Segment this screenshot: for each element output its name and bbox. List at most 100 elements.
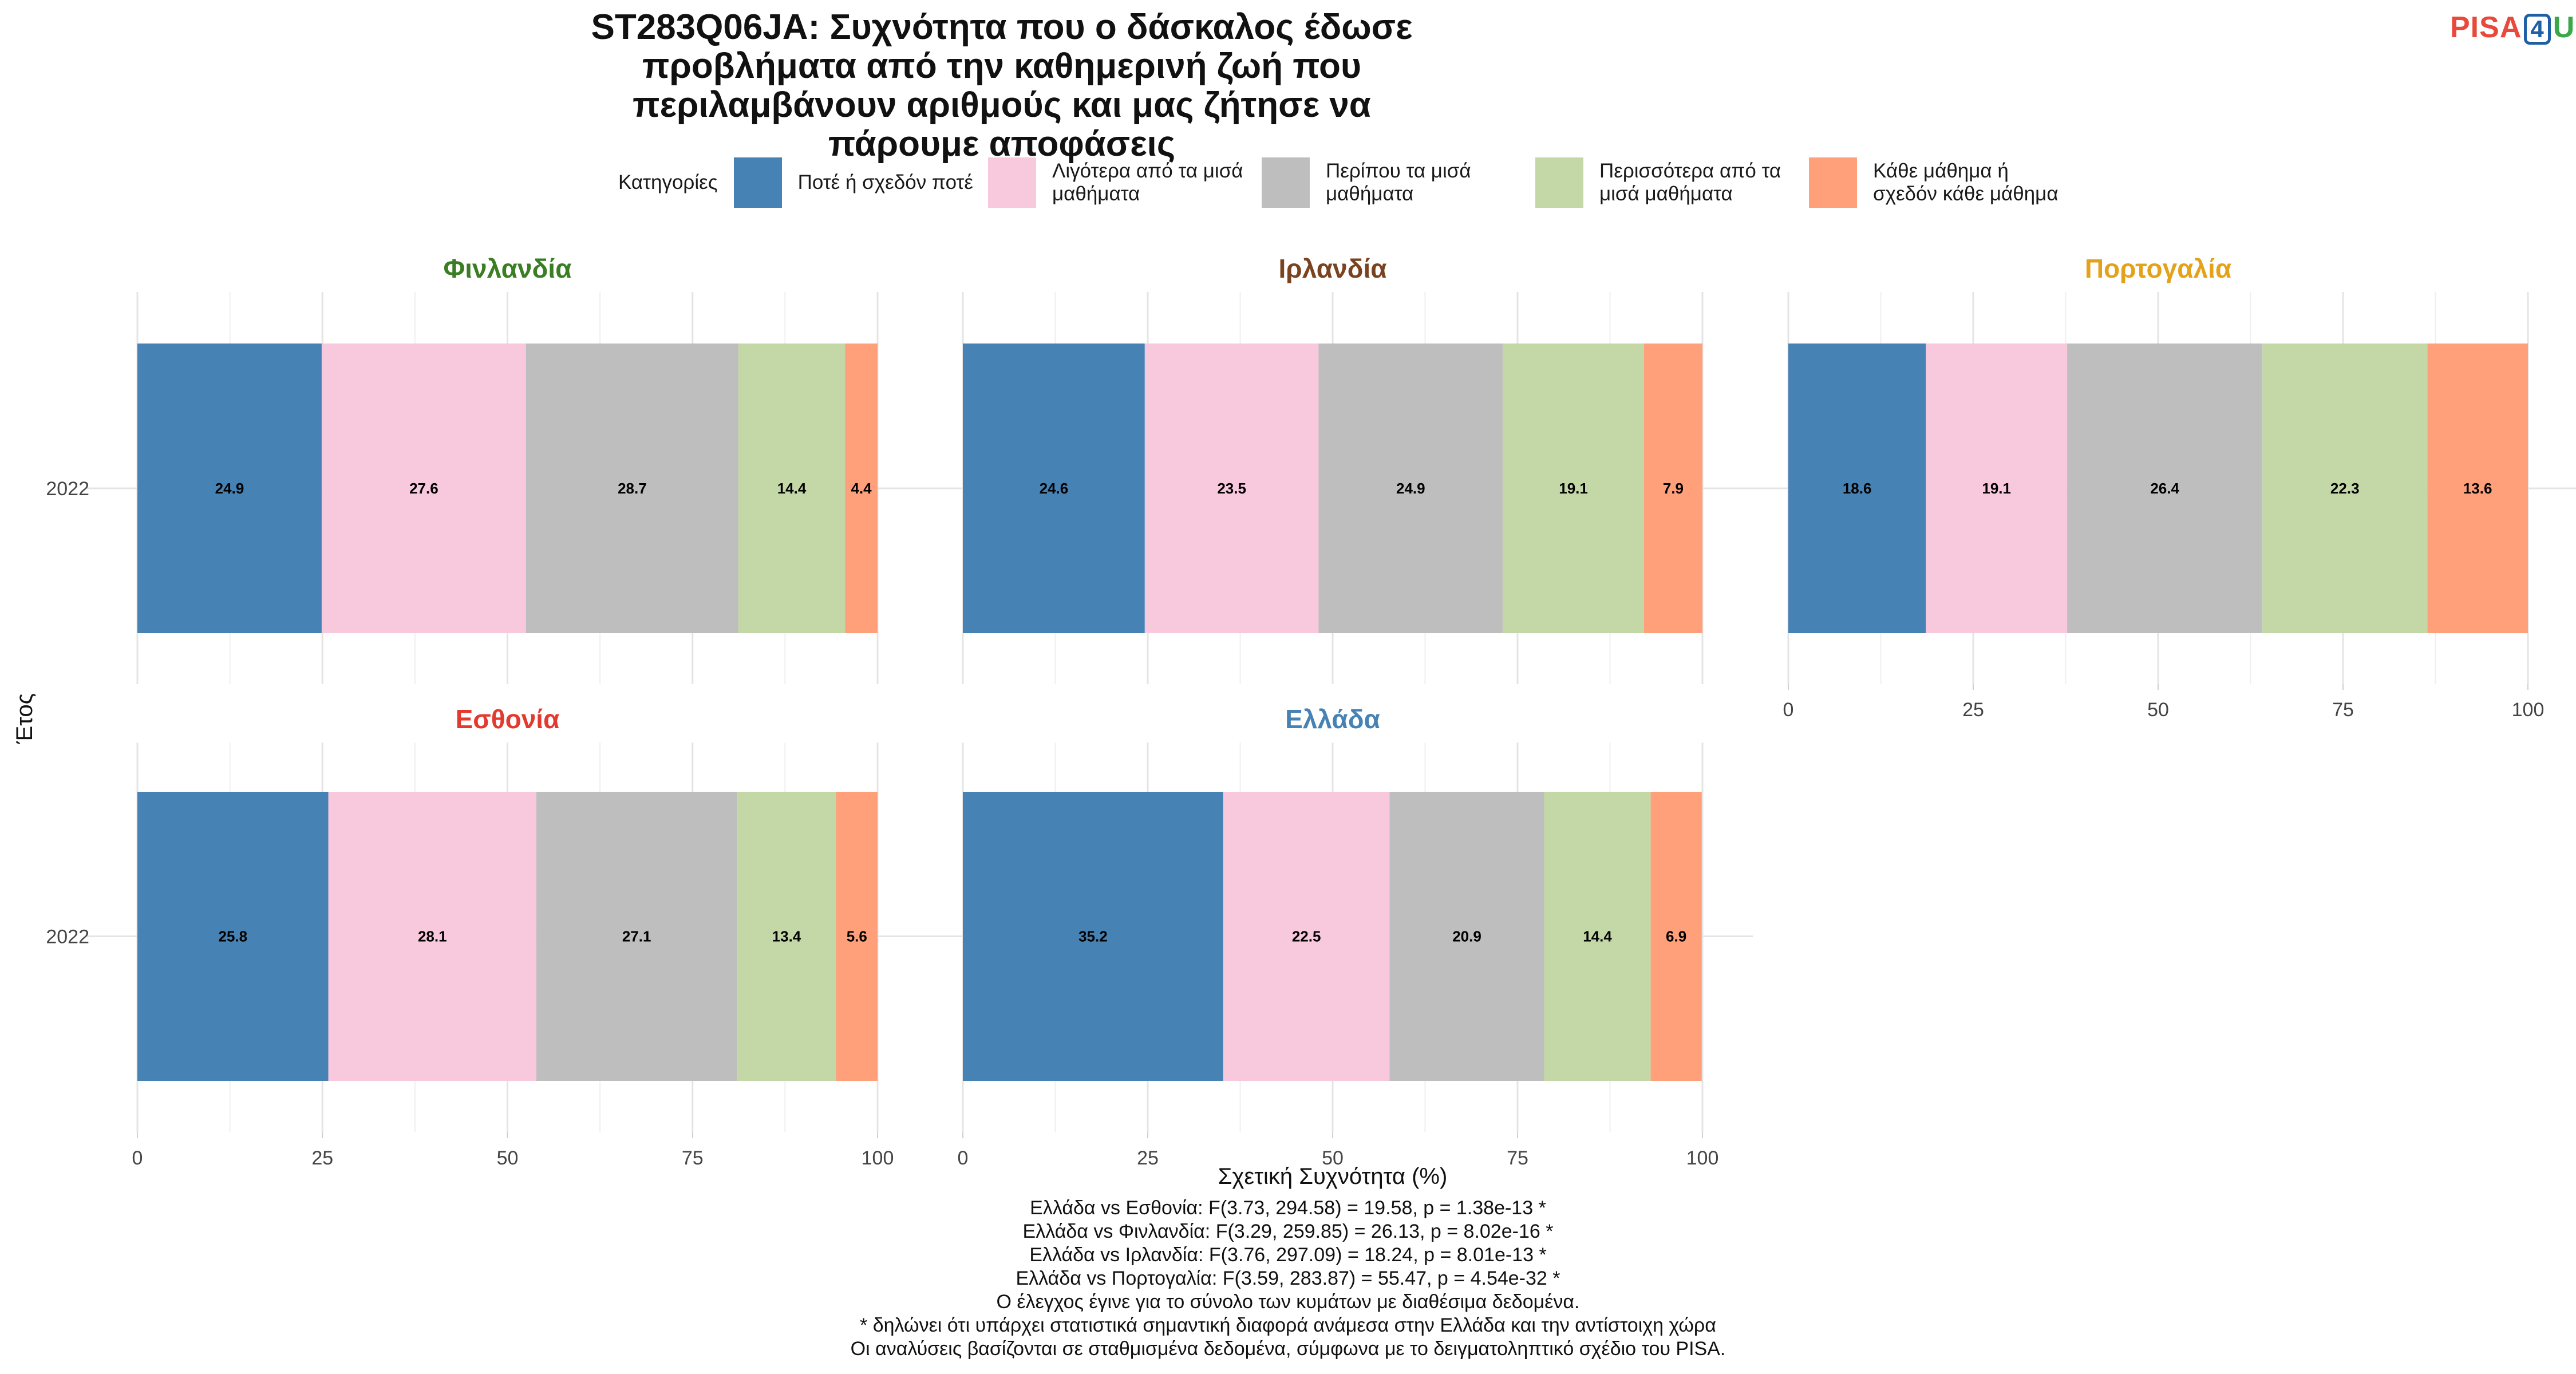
data-label: 13.4 (772, 928, 801, 945)
legend-swatch (987, 157, 1036, 208)
panel-3: Πορτογαλία 18.6 19.1 26.4 22.3 13.6 0 25 50 75 100 (1738, 254, 2576, 721)
legend-swatch (733, 157, 782, 208)
data-label: 20.9 (1452, 928, 1481, 945)
legend-label: Λιγότερα από τα μισά μαθήματα (1052, 160, 1243, 205)
x-tick-label: 50 (2147, 699, 2169, 721)
data-label: 24.6 (1040, 480, 1069, 497)
legend-label: Περισσότερα από τα μισά μαθήματα (1599, 160, 1781, 205)
panel-4: Εσθονία 25.8 28.1 27.1 13.4 5.6 2022 0 25 50 75 100 (46, 704, 928, 1169)
data-label: 24.9 (215, 480, 244, 497)
legend-swatch (1535, 157, 1583, 208)
data-label: 6.9 (1666, 928, 1686, 945)
legend-title: Κατηγορίες (618, 171, 718, 194)
bar-segment (737, 792, 836, 1081)
x-tick-label: 0 (132, 1147, 143, 1169)
legend: Κατηγορίες Ποτέ ή σχεδόν ποτέ Λιγότερα α… (618, 157, 2083, 208)
footnote-line: Ελλάδα vs Ιρλανδία: F(3.76, 297.09) = 18… (1029, 1244, 1547, 1266)
data-label: 4.4 (851, 480, 872, 497)
x-tick-label: 100 (862, 1147, 894, 1169)
bar-segment (845, 344, 878, 633)
bar-segment (2067, 344, 2263, 633)
data-label: 35.2 (1078, 928, 1108, 945)
legend-item-every-lesson: Κάθε μάθημα ή σχεδόν κάθε μάθημα (1808, 157, 2068, 208)
panel-5: Ελλάδα 35.2 22.5 20.9 14.4 6.9 0 25 50 75 100 (912, 704, 1753, 1169)
bar-segment (836, 792, 878, 1081)
panel-1: Φινλανδία 24.9 27.6 28.7 14.4 4.4 2022 (46, 254, 928, 684)
y-tick-label: 2022 (46, 926, 89, 948)
bar-segment (536, 792, 737, 1081)
x-tick-label: 75 (2332, 699, 2354, 721)
bar-segment (1503, 344, 1644, 633)
bar-segment (1643, 344, 1702, 633)
data-label: 27.6 (409, 480, 438, 497)
data-label: 5.6 (847, 928, 867, 945)
bar-segment (1788, 344, 1926, 633)
logo-pisa-text: PISA (2450, 11, 2522, 44)
pisa4u-logo: PISA 4 U (2450, 10, 2575, 45)
bar-segment (963, 344, 1145, 633)
x-axis-title: Σχετική Συχνότητα (%) (1218, 1164, 1448, 1189)
bar-segment (1223, 792, 1390, 1081)
bar-segment (328, 792, 536, 1081)
x-tick-label: 100 (1686, 1147, 1719, 1169)
legend-swatch (1261, 157, 1310, 208)
data-label: 28.7 (618, 480, 647, 497)
bar-segment (1389, 792, 1544, 1081)
data-label: 14.4 (1583, 928, 1612, 945)
panel-2: Ιρλανδία 24.6 23.5 24.9 19.1 7.9 (912, 254, 1753, 684)
data-label: 19.1 (1559, 480, 1588, 497)
data-label: 25.8 (218, 928, 247, 945)
data-label: 7.9 (1663, 480, 1684, 497)
y-tick-label: 2022 (46, 478, 89, 500)
bar-segment (1318, 344, 1503, 633)
x-tick-label: 50 (1322, 1147, 1344, 1169)
logo-u-text: U (2553, 11, 2575, 44)
data-label: 14.4 (777, 480, 807, 497)
footnote-line: Ελλάδα vs Εσθονία: F(3.73, 294.58) = 19.… (1030, 1197, 1546, 1219)
data-label: 18.6 (1843, 480, 1872, 497)
x-tick-label: 75 (682, 1147, 704, 1169)
bar-segment (963, 792, 1223, 1081)
legend-label: Περίπου τα μισά μαθήματα (1325, 160, 1471, 205)
bar-segment (1650, 792, 1702, 1081)
legend-item-less-than-half: Λιγότερα από τα μισά μαθήματα (987, 157, 1247, 208)
data-label: 28.1 (418, 928, 447, 945)
bar-segment (1926, 344, 2068, 633)
faceted-stacked-bar-chart: Φινλανδία 24.9 27.6 28.7 14.4 4.4 2022 Ιρλανδία… (12, 254, 2576, 1189)
legend-item-about-half: Περίπου τα μισά μαθήματα (1261, 157, 1520, 208)
footnotes: Ελλάδα vs Εσθονία: F(3.73, 294.58) = 19.… (687, 1197, 1889, 1361)
data-label: 19.1 (1982, 480, 2011, 497)
bar-segment (2262, 344, 2428, 633)
legend-item-more-than-half: Περισσότερα από τα μισά μαθήματα (1535, 157, 1794, 208)
data-label: 22.5 (1292, 928, 1321, 945)
x-tick-label: 25 (1137, 1147, 1159, 1169)
legend-label: Κάθε μάθημα ή σχεδόν κάθε μάθημα (1872, 160, 2059, 205)
x-tick-label: 0 (958, 1147, 969, 1169)
x-tick-label: 50 (497, 1147, 519, 1169)
x-tick-label: 25 (1962, 699, 1984, 721)
data-label: 22.3 (2330, 480, 2360, 497)
data-label: 26.4 (2150, 480, 2179, 497)
data-label: 27.1 (622, 928, 651, 945)
footnote-line: * δηλώνει ότι υπάρχει στατιστικά σημαντι… (860, 1314, 1716, 1336)
footnote-line: Οι αναλύσεις βασίζονται σε σταθμισμένα δ… (850, 1338, 1726, 1360)
panel-title: Ιρλανδία (1278, 254, 1386, 283)
data-label: 13.6 (2463, 480, 2492, 497)
bar-segment (526, 344, 738, 633)
panel-title: Φινλανδία (444, 254, 572, 283)
y-axis-title: Έτος (12, 693, 37, 744)
footnote-line: Ελλάδα vs Πορτογαλία: F(3.59, 283.87) = … (1016, 1268, 1560, 1289)
x-tick-label: 75 (1507, 1147, 1528, 1169)
footnote-line: Ο έλεγχος έγινε για το σύνολο των κυμάτω… (996, 1291, 1580, 1313)
bar-segment (137, 792, 329, 1081)
logo-four-text: 4 (2524, 14, 2551, 45)
footnote-line: Ελλάδα vs Φινλανδία: F(3.29, 259.85) = 2… (1022, 1221, 1554, 1242)
legend-item-never: Ποτέ ή σχεδόν ποτέ (733, 157, 973, 208)
x-tick-label: 100 (2512, 699, 2545, 721)
panel-title: Εσθονία (456, 704, 560, 734)
panel-title: Πορτογαλία (2085, 254, 2231, 283)
bar-segment (1144, 344, 1319, 633)
data-label: 23.5 (1217, 480, 1246, 497)
x-tick-label: 0 (1783, 699, 1794, 721)
data-label: 24.9 (1396, 480, 1425, 497)
